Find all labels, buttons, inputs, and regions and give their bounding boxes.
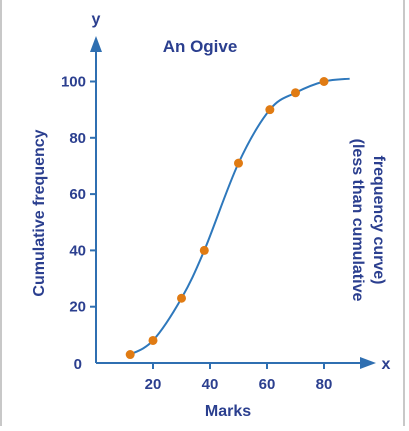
y-axis-title: Cumulative frequency (31, 129, 48, 296)
y-tick-label: 100 (61, 74, 86, 91)
y-tick-label: 80 (69, 130, 86, 147)
y-axis-arrow-icon (90, 36, 102, 52)
data-point (125, 350, 135, 360)
data-point (291, 88, 300, 98)
y-tick-label: 60 (69, 186, 86, 203)
ogive-curve (129, 77, 350, 356)
data-point (199, 245, 209, 255)
x-tick-label: 20 (145, 376, 162, 393)
data-points-group (125, 77, 329, 360)
origin-label: 0 (74, 356, 82, 373)
y-tick-label: 40 (69, 242, 86, 259)
chart-title: An Ogive (163, 37, 238, 56)
x-tick-label: 40 (202, 376, 219, 393)
annotation-line-1: (less than cumulative (349, 139, 366, 302)
data-point (177, 293, 186, 303)
x-axis-arrow-icon (360, 357, 376, 369)
y-axis-letter: y (92, 11, 101, 28)
y-ticks-group: 20 40 60 80 100 (61, 74, 96, 316)
y-tick-label: 20 (69, 299, 86, 316)
x-tick-label: 60 (259, 376, 276, 393)
data-point (319, 77, 329, 86)
data-point (234, 158, 243, 168)
annotation-line-2: frequency curve) (370, 156, 387, 285)
data-point (265, 105, 275, 115)
x-tick-label: 80 (316, 376, 333, 393)
x-axis-title: Marks (205, 403, 251, 420)
data-point (148, 335, 158, 345)
x-axis-letter: x (382, 356, 391, 373)
x-ticks-group: 20 40 60 80 (145, 363, 333, 393)
